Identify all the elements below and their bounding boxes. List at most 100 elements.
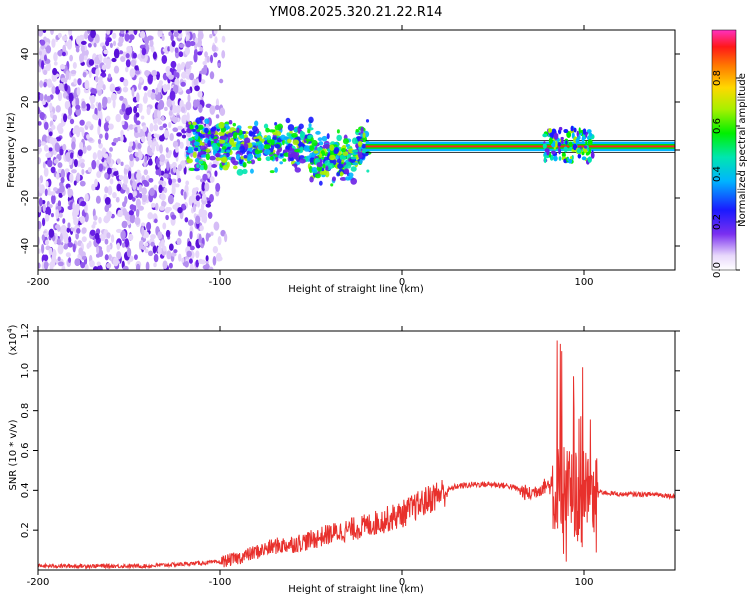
bottom-axis-ticks: -200 -100 0 100 0.2 0.4 0.6 0.8 1.0 1.2 <box>20 323 680 588</box>
heatmap-turbulence-blob <box>551 150 556 155</box>
heatmap-noise-blob <box>181 134 187 139</box>
heatmap-band-blob <box>227 132 233 138</box>
heatmap-band-blob <box>248 130 253 137</box>
heatmap-noise-blob <box>39 111 45 120</box>
heatmap-noise-blob <box>57 91 63 102</box>
heatmap-noise-blob <box>106 156 111 164</box>
heatmap-noise-blob <box>49 261 56 268</box>
heatmap-noise-blob <box>91 159 97 170</box>
heatmap-band-blob <box>365 119 370 123</box>
heatmap-turbulence-blob <box>560 136 564 140</box>
heatmap-noise-blob <box>43 81 47 88</box>
heatmap-noise-blob <box>144 69 150 77</box>
heatmap-noise-blob <box>155 144 160 152</box>
heatmap-noise-blob <box>51 38 56 48</box>
heatmap-noise-blob <box>112 32 117 39</box>
heatmap-noise-blob <box>137 82 142 91</box>
heatmap-noise-blob <box>88 70 92 78</box>
heatmap-noise-blob <box>122 265 129 270</box>
heatmap-noise-blob <box>38 220 42 230</box>
heatmap-noise-blob <box>109 178 114 185</box>
heatmap-noise-blob <box>50 30 54 35</box>
heatmap-noise-blob <box>58 83 64 91</box>
heatmap-noise-blob <box>61 51 66 57</box>
heatmap-noise-blob <box>213 221 220 231</box>
heatmap-noise-blob <box>51 85 56 95</box>
heatmap-noise-blob <box>96 84 102 91</box>
heatmap-noise-blob <box>153 133 158 138</box>
heatmap-noise-blob <box>123 78 129 87</box>
heatmap-noise-blob <box>54 142 60 152</box>
heatmap-band-blob <box>288 133 293 139</box>
heatmap-noise-blob <box>76 172 81 183</box>
heatmap-noise-blob <box>155 157 160 165</box>
heatmap-noise-blob <box>38 121 42 126</box>
heatmap-band-blob <box>299 146 304 151</box>
heatmap-noise-blob <box>45 206 52 216</box>
heatmap-noise-blob <box>41 234 45 242</box>
heatmap-noise-blob <box>177 87 183 93</box>
heatmap-noise-blob <box>141 47 147 56</box>
heatmap-noise-blob <box>78 247 84 256</box>
heatmap-noise-blob <box>65 151 72 162</box>
heatmap-noise-blob <box>49 102 53 112</box>
heatmap-noise-blob <box>150 241 155 247</box>
heatmap-noise-blob <box>110 234 115 243</box>
heatmap-noise-blob <box>192 203 197 213</box>
heatmap-noise-blob <box>69 118 75 125</box>
heatmap-noise-blob <box>104 196 111 205</box>
bottom-x-axis-label: Height of straight line (km) <box>288 584 424 595</box>
heatmap-noise-blob <box>121 103 126 112</box>
heatmap-noise-blob <box>156 74 160 81</box>
heatmap-noise-blob <box>209 71 215 80</box>
heatmap-band-blob <box>196 163 200 168</box>
heatmap-band-blob <box>257 143 265 151</box>
heatmap-band-blob <box>289 130 293 135</box>
heatmap-noise-blob <box>73 217 79 226</box>
heatmap-noise-blob <box>205 103 212 108</box>
heatmap-noise-blob <box>145 261 150 270</box>
heatmap-noise-blob <box>177 164 183 172</box>
heatmap-band-blob <box>333 147 340 153</box>
heatmap-noise-blob <box>57 200 62 208</box>
heatmap-turbulence-blob <box>542 133 548 138</box>
heatmap-noise-blob <box>38 178 41 187</box>
heatmap-turbulence-blob <box>570 125 574 132</box>
heatmap-noise-blob <box>201 193 207 201</box>
heatmap-noise-blob <box>52 67 58 76</box>
heatmap-noise-blob <box>96 261 101 266</box>
heatmap-noise-blob <box>57 256 61 262</box>
heatmap-noise-blob <box>166 161 170 171</box>
heatmap-noise-blob <box>82 145 87 154</box>
heatmap-noise-blob <box>52 114 58 121</box>
heatmap-noise-blob <box>207 211 213 219</box>
heatmap-noise-blob <box>72 128 77 135</box>
heatmap-noise-blob <box>83 55 88 61</box>
heatmap-noise-blob <box>166 98 172 108</box>
heatmap-noise-blob <box>96 159 100 168</box>
heatmap-noise-blob <box>96 264 103 270</box>
heatmap-noise-blob <box>56 238 61 245</box>
heatmap-noise-blob <box>98 163 104 172</box>
heatmap-noise-blob <box>178 43 185 48</box>
heatmap-band-blob <box>214 152 221 158</box>
heatmap-turbulence-blob <box>564 148 570 152</box>
heatmap-noise-blob <box>79 215 86 224</box>
heatmap-band-blob <box>299 130 304 138</box>
heatmap-noise-blob <box>45 180 49 188</box>
heatmap-noise-blob <box>205 255 209 262</box>
heatmap-noise-blob <box>122 86 129 93</box>
heatmap-noise-blob <box>219 78 224 84</box>
heatmap-noise-blob <box>108 123 114 130</box>
heatmap-turbulence-blob <box>560 138 564 145</box>
heatmap-noise-blob <box>173 31 179 38</box>
heatmap-noise-blob <box>62 143 67 151</box>
heatmap-noise-blob <box>133 254 138 260</box>
heatmap-noise-blob <box>151 143 156 153</box>
heatmap-noise-blob <box>201 67 208 75</box>
heatmap-noise-blob <box>215 114 220 119</box>
heatmap-band-blob <box>221 146 227 150</box>
heatmap-band-blob <box>191 128 197 133</box>
heatmap-noise-blob <box>158 184 163 194</box>
heatmap-turbulence-blob <box>575 137 580 144</box>
